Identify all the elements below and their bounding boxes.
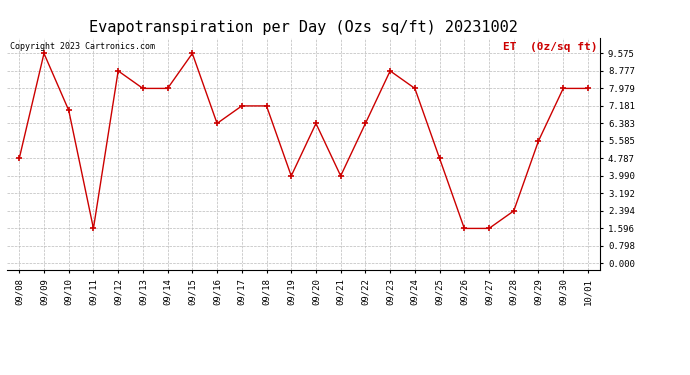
Text: Copyright 2023 Cartronics.com: Copyright 2023 Cartronics.com xyxy=(10,42,155,51)
Title: Evapotranspiration per Day (Ozs sq/ft) 20231002: Evapotranspiration per Day (Ozs sq/ft) 2… xyxy=(89,20,518,35)
Text: ET  (0z/sq ft): ET (0z/sq ft) xyxy=(503,42,598,52)
